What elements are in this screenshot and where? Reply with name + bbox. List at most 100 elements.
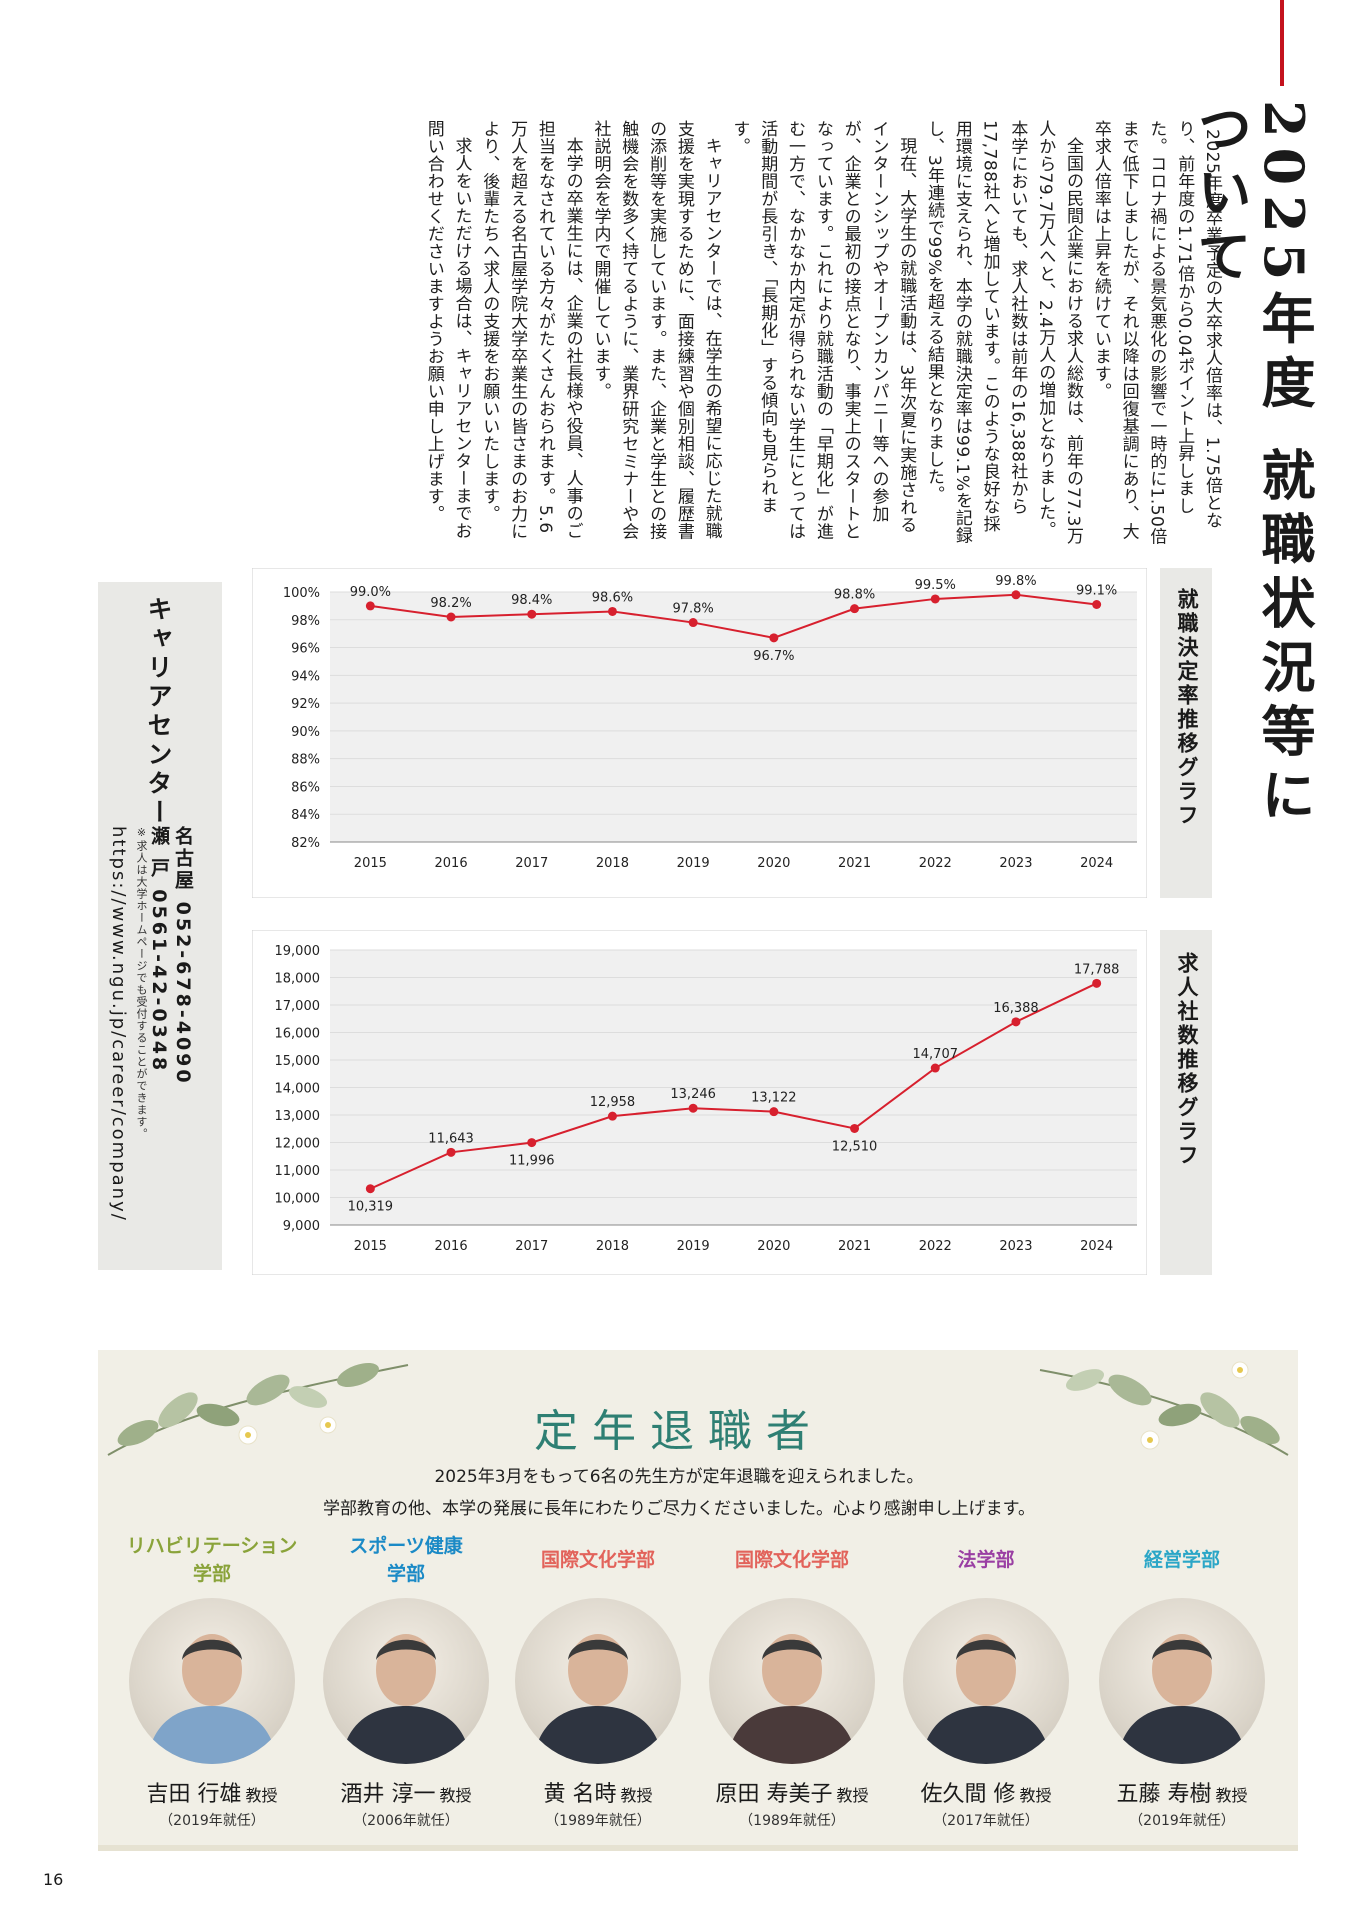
data-point: [688, 1103, 698, 1113]
data-label: 99.8%: [995, 574, 1036, 589]
nagoya-phone: 名古屋 052-678-4090: [172, 826, 194, 1086]
appointment-year: （2017年就任）: [933, 1813, 1039, 1829]
dept-label: 国際文化学部: [540, 1549, 655, 1571]
portrait-photo: [323, 1598, 489, 1764]
y-tick-label: 14,000: [275, 1082, 321, 1097]
dept-label: リハビリテーション 学部: [126, 1535, 298, 1585]
paragraph: キャリアセンターでは、在学生の希望に応じた就職支援を実現するために、面接練習や個…: [590, 120, 722, 540]
y-tick-label: 92%: [291, 697, 320, 712]
y-tick-label: 96%: [291, 642, 320, 657]
x-tick-label: 2021: [838, 1239, 871, 1254]
y-tick-label: 82%: [291, 836, 320, 851]
y-tick-label: 16,000: [275, 1027, 321, 1042]
data-point: [365, 601, 375, 611]
data-point: [850, 604, 860, 614]
x-tick-label: 2016: [435, 856, 468, 871]
x-tick-label: 2016: [435, 1239, 468, 1254]
appointment-year: （2006年就任）: [353, 1813, 459, 1829]
data-label: 98.4%: [511, 593, 552, 608]
data-label: 98.8%: [834, 588, 875, 603]
x-tick-label: 2017: [515, 856, 548, 871]
article-body: 2025年度卒業予定の大卒求人倍率は、1.75倍となり、前年度の1.71倍から0…: [100, 120, 1225, 545]
seto-label: 瀬 戸: [148, 826, 170, 880]
data-label: 12,510: [832, 1139, 878, 1154]
appointment-year: （2019年就任）: [1129, 1813, 1235, 1829]
employment-rate-chart: 82% 84% 86% 88% 90% 92% 94% 96% 98% 100% 2015 2016 2…: [252, 568, 1147, 898]
section-divider: [98, 1845, 1298, 1851]
data-label: 10,319: [348, 1200, 394, 1215]
data-label: 11,996: [509, 1154, 555, 1169]
paragraph: 2025年度卒業予定の大卒求人倍率は、1.75倍となり、前年度の1.71倍から0…: [1090, 120, 1222, 545]
data-point: [446, 1147, 456, 1157]
x-tick-label: 2020: [757, 1239, 790, 1254]
person-name: 黄 名時 教授: [543, 1782, 653, 1807]
nagoya-label: 名古屋: [172, 826, 194, 892]
y-tick-label: 98%: [291, 614, 320, 629]
job-offers-chart-title: 求人社数推移グラフ: [1175, 952, 1199, 1168]
series-line: [369, 982, 1098, 1190]
y-tick-label: 94%: [291, 669, 320, 684]
y-tick-label: 12,000: [275, 1137, 321, 1152]
x-tick-label: 2023: [999, 1239, 1032, 1254]
y-tick-label: 86%: [291, 780, 320, 795]
x-tick-label: 2018: [596, 1239, 629, 1254]
career-note: ※求人は大学ホームページでも受付することができます。: [135, 826, 148, 1140]
x-tick-label: 2022: [919, 856, 952, 871]
appointment-year: （2019年就任）: [159, 1813, 265, 1829]
dept-label: 国際文化学部: [734, 1549, 849, 1571]
data-point: [1011, 590, 1021, 600]
data-label: 97.8%: [672, 602, 713, 617]
portrait-photo: [1099, 1598, 1265, 1764]
paragraph: 現在、大学生の就職活動は、3年次夏に実施されるインターンシップやオープンカンパニ…: [729, 120, 917, 540]
seto-tel: 0561-42-0348: [148, 889, 170, 1074]
data-point: [1011, 1017, 1021, 1027]
page-number: 16: [43, 1870, 64, 1889]
y-tick-label: 18,000: [275, 972, 321, 987]
y-tick-label: 13,000: [275, 1109, 321, 1124]
nagoya-tel: 052-678-4090: [172, 901, 194, 1086]
x-tick-label: 2023: [999, 856, 1032, 871]
page-title: 2025年度 就職状況等について: [1188, 100, 1316, 832]
retirement-panel: [98, 1350, 1298, 1845]
portrait-photo: [709, 1598, 875, 1764]
y-tick-label: 88%: [291, 753, 320, 768]
x-tick-label: 2015: [354, 1239, 387, 1254]
plot-area: [330, 592, 1137, 842]
data-label: 98.2%: [430, 596, 471, 611]
data-point: [446, 612, 456, 622]
data-label: 98.6%: [592, 590, 633, 605]
career-url[interactable]: https://www.ngu.jp/career/company/: [108, 826, 129, 1222]
data-point: [930, 1063, 940, 1073]
chart-label-panel: [1160, 568, 1212, 898]
portrait-photo: [903, 1598, 1069, 1764]
appointment-year: （1989年就任）: [545, 1813, 651, 1829]
data-point: [1092, 978, 1102, 988]
leaf-decoration-left-icon: [107, 1362, 409, 1456]
data-point: [850, 1123, 860, 1133]
data-label: 13,246: [670, 1087, 716, 1102]
paragraph: 求人をいただける場合は、キャリアセンターまでお問い合わせくださいますようお願い申…: [423, 120, 472, 540]
data-point: [688, 618, 698, 628]
series-line: [370, 593, 1097, 639]
leaf-decoration-right-icon: [1039, 1361, 1289, 1456]
x-tick-label: 2017: [515, 1239, 548, 1254]
y-tick-label: 10,000: [275, 1192, 321, 1207]
data-label: 99.0%: [350, 585, 391, 600]
retirement-title: 定年退職者: [534, 1406, 824, 1457]
data-point: [930, 594, 940, 604]
data-label: 13,122: [751, 1091, 797, 1106]
person-name: 原田 寿美子 教授: [715, 1782, 869, 1807]
data-label: 96.7%: [753, 649, 794, 664]
data-label: 12,958: [590, 1095, 636, 1110]
y-tick-label: 100%: [283, 586, 320, 601]
x-tick-label: 2019: [677, 1239, 710, 1254]
dept-label: 法学部: [957, 1549, 1015, 1571]
seto-phone: 瀬 戸 0561-42-0348: [148, 826, 170, 1073]
chart-label-panel: [1160, 930, 1212, 1275]
data-label: 11,643: [428, 1131, 474, 1146]
x-tick-label: 2021: [838, 856, 871, 871]
x-tick-label: 2024: [1080, 856, 1113, 871]
retirement-message-2: 学部教育の他、本学の発展に長年にわたりご尽力くださいました。心より感謝申し上げま…: [323, 1499, 1035, 1519]
y-tick-label: 84%: [291, 808, 320, 823]
employment-rate-chart-title: 就職決定率推移グラフ: [1175, 588, 1199, 828]
